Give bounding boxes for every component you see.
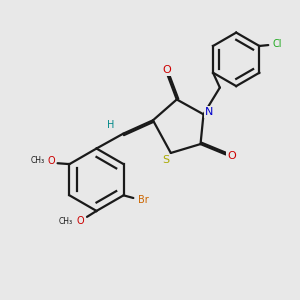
Text: O: O [162,65,171,75]
Text: O: O [76,216,84,226]
Text: N: N [205,107,213,117]
Text: S: S [162,154,169,164]
Text: CH₃: CH₃ [31,156,45,165]
Text: O: O [227,151,236,161]
Text: O: O [48,156,56,166]
Text: Br: Br [138,195,149,205]
Text: Cl: Cl [272,40,282,50]
Text: H: H [107,120,115,130]
Text: CH₃: CH₃ [59,218,73,226]
